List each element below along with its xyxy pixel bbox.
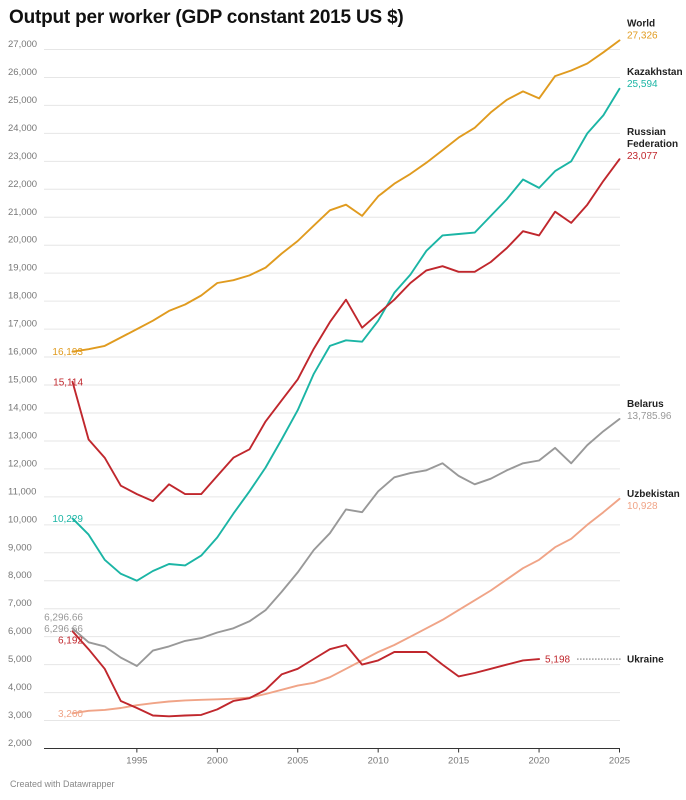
credit-note: Created with Datawrapper: [10, 779, 115, 789]
y-tick-label: 27,000: [8, 39, 37, 50]
start-value-label: 6,192: [58, 635, 83, 646]
end-series-name: World: [627, 18, 655, 29]
end-series-name: Ukraine: [627, 655, 664, 666]
series-line-uzbekistan: [71, 497, 621, 715]
start-value-label: 16,193: [52, 347, 83, 358]
end-series-name: Belarus: [627, 399, 664, 410]
start-value-label: 15,114: [53, 377, 83, 388]
x-tick-label: 2000: [207, 756, 228, 767]
series-line-ukraine: [71, 630, 541, 718]
y-tick-label: 5,000: [8, 654, 32, 665]
end-series-name: Kazakhstan: [627, 67, 683, 78]
y-tick-label: 23,000: [8, 151, 37, 162]
y-tick-label: 18,000: [8, 291, 37, 302]
x-tick-label: 2015: [448, 756, 469, 767]
y-tick-label: 3,000: [8, 710, 32, 721]
y-tick-label: 13,000: [8, 430, 37, 441]
series-line-kazakhstan: [71, 87, 621, 582]
y-tick-label: 4,000: [8, 682, 32, 693]
end-value-label: 27,326: [627, 30, 658, 41]
y-tick-label: 19,000: [8, 263, 37, 274]
start-value-label: 3,260: [58, 709, 83, 720]
y-tick-label: 21,000: [8, 207, 37, 218]
y-tick-label: 16,000: [8, 347, 37, 358]
end-value-label: 10,928: [627, 501, 658, 512]
series-line-world: [71, 39, 621, 353]
y-tick-label: 14,000: [8, 402, 37, 413]
y-tick-label: 22,000: [8, 179, 37, 190]
y-tick-label: 26,000: [8, 67, 37, 78]
series-line-belarus: [71, 418, 621, 667]
end-series-name: Uzbekistan: [627, 489, 680, 500]
chart-title: Output per worker (GDP constant 2015 US …: [9, 7, 404, 28]
y-tick-label: 9,000: [8, 542, 32, 553]
x-tick-label: 2025: [609, 756, 630, 767]
y-tick-label: 12,000: [8, 458, 37, 469]
y-tick-label: 8,000: [8, 570, 32, 581]
y-tick-label: 20,000: [8, 235, 37, 246]
series-labels: 16,19310,22915,1146,296.663,2606,1926,29…: [44, 18, 683, 719]
y-tick-label: 6,000: [8, 626, 32, 637]
gridlines: [44, 49, 620, 749]
axis-ticks: 2,000 3,000 4,000 5,000 6,000 7,000 8,000 9,000…: [8, 39, 630, 767]
series-line-russian-federation: [71, 158, 621, 503]
end-value-label: 5,198: [545, 655, 570, 666]
y-tick-label: 17,000: [8, 319, 37, 330]
end-value-label: 25,594: [627, 79, 658, 90]
start-value-label: 6,296.66: [44, 624, 83, 635]
x-tick-label: 2005: [287, 756, 308, 767]
start-value-label: 6,296.66: [44, 612, 83, 623]
end-series-name: Russian: [627, 127, 666, 138]
end-series-name: Federation: [627, 139, 678, 150]
end-value-label: 13,785.96: [627, 411, 672, 422]
y-tick-label: 15,000: [8, 375, 37, 386]
y-tick-label: 2,000: [8, 738, 32, 749]
y-tick-label: 11,000: [8, 486, 36, 497]
y-tick-label: 24,000: [8, 123, 37, 134]
end-value-label: 23,077: [627, 151, 658, 162]
start-value-label: 10,229: [52, 514, 83, 525]
x-tick-label: 2020: [528, 756, 549, 767]
y-tick-label: 10,000: [8, 514, 37, 525]
x-tick-label: 2010: [368, 756, 389, 767]
series-lines: [71, 39, 621, 718]
x-tick-label: 1995: [126, 756, 147, 767]
y-tick-label: 7,000: [8, 598, 32, 609]
y-tick-label: 25,000: [8, 95, 37, 106]
